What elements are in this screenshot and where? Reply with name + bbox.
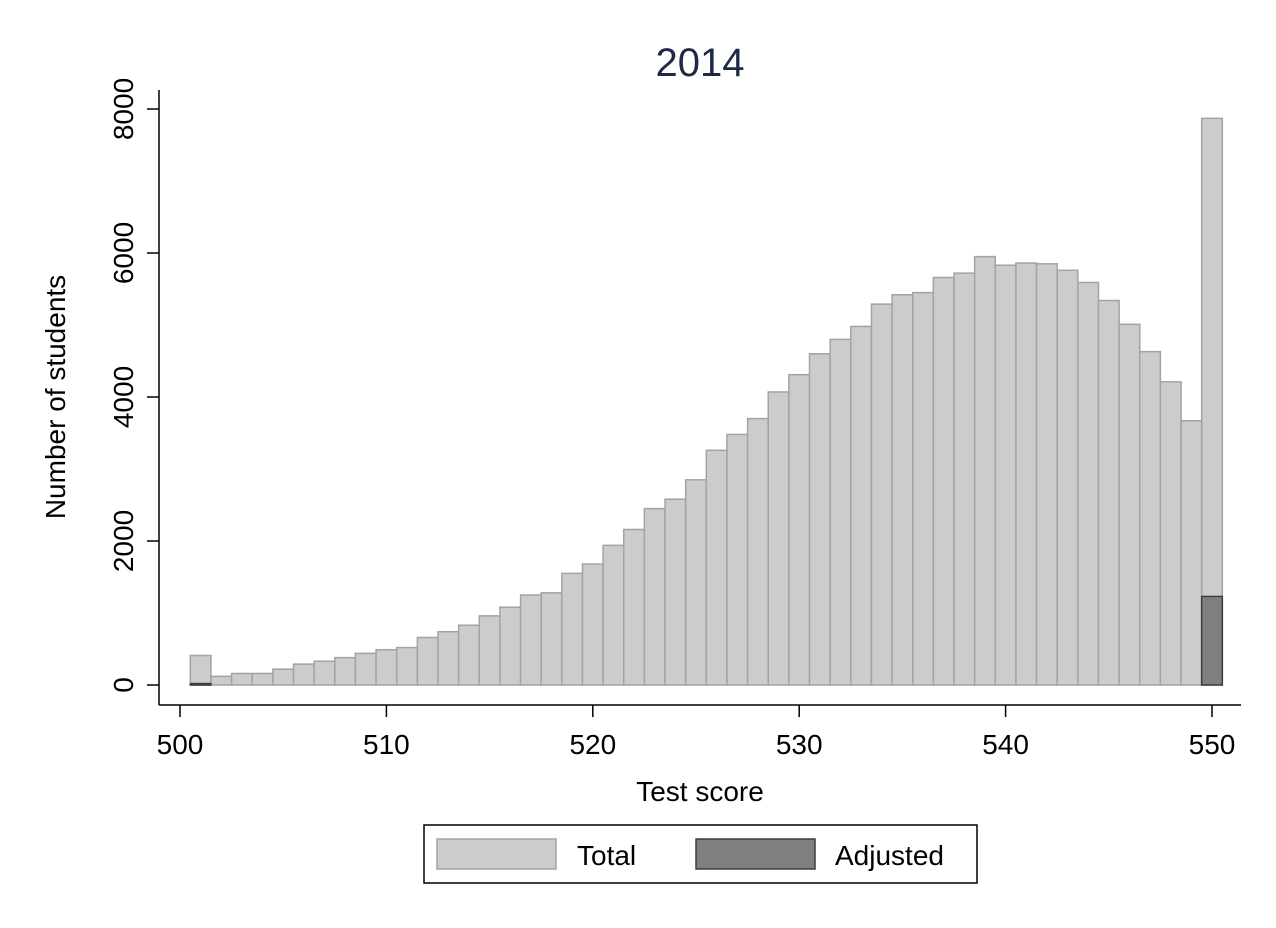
legend: Total Adjusted [423, 824, 978, 884]
bar-total [1159, 381, 1182, 686]
bar-adjusted [1200, 595, 1224, 686]
x-tick-label: 550 [1189, 729, 1236, 760]
x-tick-label: 530 [776, 729, 823, 760]
bar-total [602, 544, 625, 686]
bar-total [726, 433, 749, 686]
bar-total [561, 572, 584, 686]
x-tick-label: 540 [982, 729, 1029, 760]
bar-total [643, 507, 666, 686]
y-tick-label: 0 [108, 677, 139, 693]
bar-total [334, 656, 357, 686]
x-tick-label: 500 [157, 729, 204, 760]
bar-total [1097, 299, 1120, 686]
bar-total [210, 675, 233, 686]
x-tick-label: 510 [363, 729, 410, 760]
bar-adjusted [189, 682, 212, 686]
bar-total [1035, 263, 1058, 686]
legend-label-total: Total [577, 840, 636, 871]
bar-total [911, 291, 935, 686]
bar-total [767, 391, 790, 686]
bar-total [395, 646, 419, 686]
y-tick-label: 6000 [108, 222, 139, 284]
y-tick-label: 2000 [108, 510, 139, 572]
bar-total [994, 264, 1017, 686]
bar-total [581, 563, 604, 686]
bar-total [746, 417, 769, 686]
plot-area [189, 117, 1224, 686]
bar-total [272, 668, 295, 686]
bar-total [705, 449, 728, 686]
bar-total [684, 479, 708, 686]
bar-total [519, 594, 542, 686]
y-tick-label: 8000 [108, 78, 139, 140]
bar-total [623, 528, 646, 686]
legend-swatch-total [436, 838, 557, 870]
bar-total [313, 660, 336, 686]
bar-total [932, 276, 955, 686]
bar-total [829, 338, 852, 686]
bar-total [973, 255, 997, 686]
bar-total [808, 353, 831, 686]
bar-total [1180, 420, 1203, 686]
bar-total [870, 303, 893, 686]
x-tick-label: 520 [569, 729, 616, 760]
bar-total [478, 615, 501, 686]
bar-total [499, 606, 522, 686]
bar-total [251, 672, 274, 686]
bar-total [1118, 323, 1141, 686]
bar-total [189, 654, 212, 686]
bar-total [953, 272, 976, 686]
bar-total [437, 630, 460, 686]
bar-total [850, 325, 873, 686]
bar-total [230, 672, 253, 686]
bar-total [1056, 269, 1079, 686]
x-axis-label: Test score [636, 776, 764, 807]
legend-swatch-adjusted [695, 838, 816, 870]
chart-title: 2014 [656, 41, 745, 85]
y-axis-label: Number of students [40, 275, 71, 519]
bar-total [1139, 350, 1162, 686]
bar-total [1077, 281, 1100, 686]
bar-total [1015, 262, 1038, 686]
x-axis-ticks: 500 510 520 530 540 550 [157, 705, 1236, 760]
y-axis-ticks: 0 2000 4000 6000 8000 [108, 78, 159, 693]
bar-total [416, 636, 439, 686]
bar-total [354, 652, 377, 686]
y-tick-label: 4000 [108, 366, 139, 428]
bar-total [457, 624, 481, 686]
bar-total [664, 498, 687, 686]
bar-total [788, 373, 811, 686]
bar-total [292, 663, 315, 686]
bar-total [375, 648, 398, 686]
legend-label-adjusted: Adjusted [835, 840, 944, 871]
bar-total [540, 592, 563, 686]
bar-total [891, 294, 914, 686]
